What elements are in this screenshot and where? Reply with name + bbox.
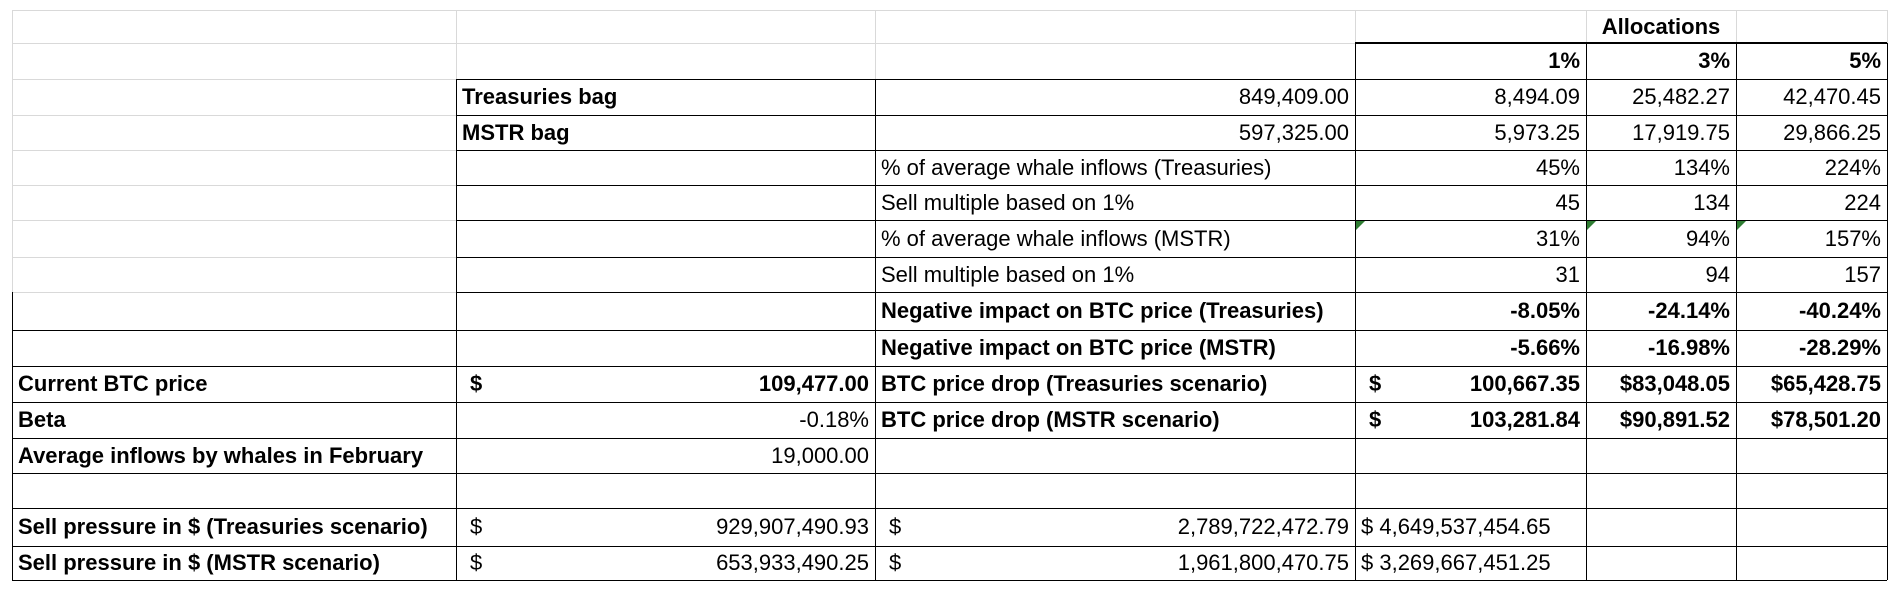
beta-value[interactable]: -0.18% (799, 407, 869, 432)
currency-symbol: $ (470, 371, 483, 396)
sell-pressure-mstr-3pct[interactable]: 1,961,800,470.75 (1177, 550, 1349, 575)
cell-error-indicator-icon (1587, 221, 1596, 230)
currency-symbol: $ (1369, 407, 1382, 432)
whale-inflows-label[interactable]: Average inflows by whales in February (18, 442, 424, 468)
metric-label[interactable]: % of average whale inflows (Treasuries) (881, 154, 1272, 180)
btc-price-label[interactable]: Current BTC price (18, 371, 208, 396)
treasuries-bag-1pct[interactable]: 8,494.09 (1494, 84, 1580, 109)
border (12, 546, 1887, 547)
allocation-5pct-header[interactable]: 5% (1849, 48, 1881, 73)
border (12, 402, 1887, 403)
btc-price-value[interactable]: 109,477.00 (758, 371, 869, 396)
border (1355, 42, 1887, 44)
currency-symbol: $ (470, 550, 483, 575)
border (456, 220, 1887, 221)
treasuries-bag-label[interactable]: Treasuries bag (462, 84, 618, 109)
sell-pressure-mstr-1pct[interactable]: 653,933,490.25 (716, 550, 869, 575)
metric-5pct[interactable]: -40.24% (1799, 298, 1881, 323)
drop-treasuries-1pct[interactable]: 100,667.35 (1469, 371, 1580, 396)
border (456, 257, 1887, 258)
drop-mstr-label[interactable]: BTC price drop (MSTR scenario) (881, 407, 1220, 432)
drop-treasuries-3pct[interactable]: $83,048.05 (1619, 371, 1730, 396)
cell-error-indicator-icon (1356, 221, 1365, 230)
metric-1pct[interactable]: 31% (1535, 225, 1580, 251)
metric-3pct[interactable]: -24.14% (1648, 298, 1730, 323)
drop-mstr-5pct[interactable]: $78,501.20 (1770, 407, 1881, 432)
allocations-header[interactable]: Allocations (1601, 13, 1721, 39)
metric-label[interactable]: Negative impact on BTC price (MSTR) (881, 335, 1276, 360)
whale-inflows-value[interactable]: 19,000.00 (771, 442, 869, 468)
drop-treasuries-5pct[interactable]: $65,428.75 (1770, 371, 1881, 396)
border (12, 330, 1887, 331)
treasuries-bag-5pct[interactable]: 42,470.45 (1783, 84, 1881, 109)
border (1355, 79, 1887, 80)
metric-3pct[interactable]: 94% (1685, 225, 1730, 251)
metric-5pct[interactable]: -28.29% (1799, 335, 1881, 360)
sell-pressure-treasuries-label[interactable]: Sell pressure in $ (Treasuries scenario) (18, 514, 428, 539)
border (12, 292, 13, 580)
metric-3pct[interactable]: 134% (1673, 154, 1730, 180)
metric-label[interactable]: Sell multiple based on 1% (881, 189, 1135, 215)
metric-3pct[interactable]: -16.98% (1648, 335, 1730, 360)
border (1355, 43, 1356, 580)
allocation-3pct-header[interactable]: 3% (1698, 48, 1730, 73)
mstr-bag-3pct[interactable]: 17,919.75 (1632, 119, 1730, 145)
metric-5pct[interactable]: 157% (1824, 225, 1881, 251)
metric-5pct[interactable]: 157 (1844, 261, 1881, 287)
border (875, 79, 876, 580)
border (12, 508, 1887, 509)
metric-1pct[interactable]: -5.66% (1510, 335, 1580, 360)
border (456, 79, 1887, 80)
border (1586, 43, 1587, 580)
treasuries-bag-3pct[interactable]: 25,482.27 (1632, 84, 1730, 109)
border (12, 366, 1887, 367)
sell-pressure-treasuries-3pct[interactable]: 2,789,722,472.79 (1177, 514, 1349, 539)
border (12, 473, 1887, 474)
metric-label[interactable]: % of average whale inflows (MSTR) (881, 225, 1231, 251)
metric-1pct[interactable]: 45 (1555, 189, 1580, 215)
metric-5pct[interactable]: 224 (1844, 189, 1881, 215)
currency-symbol: $ (889, 514, 902, 539)
drop-mstr-1pct[interactable]: 103,281.84 (1469, 407, 1580, 432)
allocation-1pct-header[interactable]: 1% (1548, 48, 1580, 73)
border (456, 79, 457, 580)
metric-1pct[interactable]: 45% (1535, 154, 1580, 180)
sell-pressure-treasuries-1pct[interactable]: 929,907,490.93 (716, 514, 869, 539)
sell-pressure-treasuries-5pct[interactable]: $ 4,649,537,454.65 (1361, 514, 1551, 539)
mstr-bag-value[interactable]: 597,325.00 (1238, 119, 1349, 145)
metric-5pct[interactable]: 224% (1824, 154, 1881, 180)
mstr-bag-5pct[interactable]: 29,866.25 (1783, 119, 1881, 145)
metric-1pct[interactable]: -8.05% (1510, 298, 1580, 323)
mstr-bag-1pct[interactable]: 5,973.25 (1494, 119, 1580, 145)
currency-symbol: $ (889, 550, 902, 575)
sell-pressure-mstr-label[interactable]: Sell pressure in $ (MSTR scenario) (18, 550, 380, 575)
treasuries-bag-value[interactable]: 849,409.00 (1238, 84, 1349, 109)
currency-symbol: $ (1369, 371, 1382, 396)
drop-mstr-3pct[interactable]: $90,891.52 (1619, 407, 1730, 432)
gridline-row (12, 10, 1887, 11)
mstr-bag-label[interactable]: MSTR bag (462, 119, 570, 145)
border (456, 150, 1887, 151)
drop-treasuries-label[interactable]: BTC price drop (Treasuries scenario) (881, 371, 1268, 396)
currency-symbol: $ (470, 514, 483, 539)
border (1887, 43, 1888, 580)
metric-3pct[interactable]: 134 (1693, 189, 1730, 215)
metric-label[interactable]: Sell multiple based on 1% (881, 261, 1135, 287)
gridline-row (12, 43, 1887, 44)
beta-label[interactable]: Beta (18, 407, 66, 432)
border (12, 438, 1887, 439)
border (456, 292, 1887, 293)
metric-1pct[interactable]: 31 (1555, 261, 1580, 287)
border (456, 115, 1887, 116)
border (12, 580, 1887, 581)
metric-3pct[interactable]: 94 (1705, 261, 1730, 287)
border (456, 185, 1887, 186)
border (1736, 43, 1737, 580)
metric-label[interactable]: Negative impact on BTC price (Treasuries… (881, 298, 1324, 323)
sell-pressure-mstr-5pct[interactable]: $ 3,269,667,451.25 (1361, 550, 1551, 575)
cell-error-indicator-icon (1737, 221, 1746, 230)
